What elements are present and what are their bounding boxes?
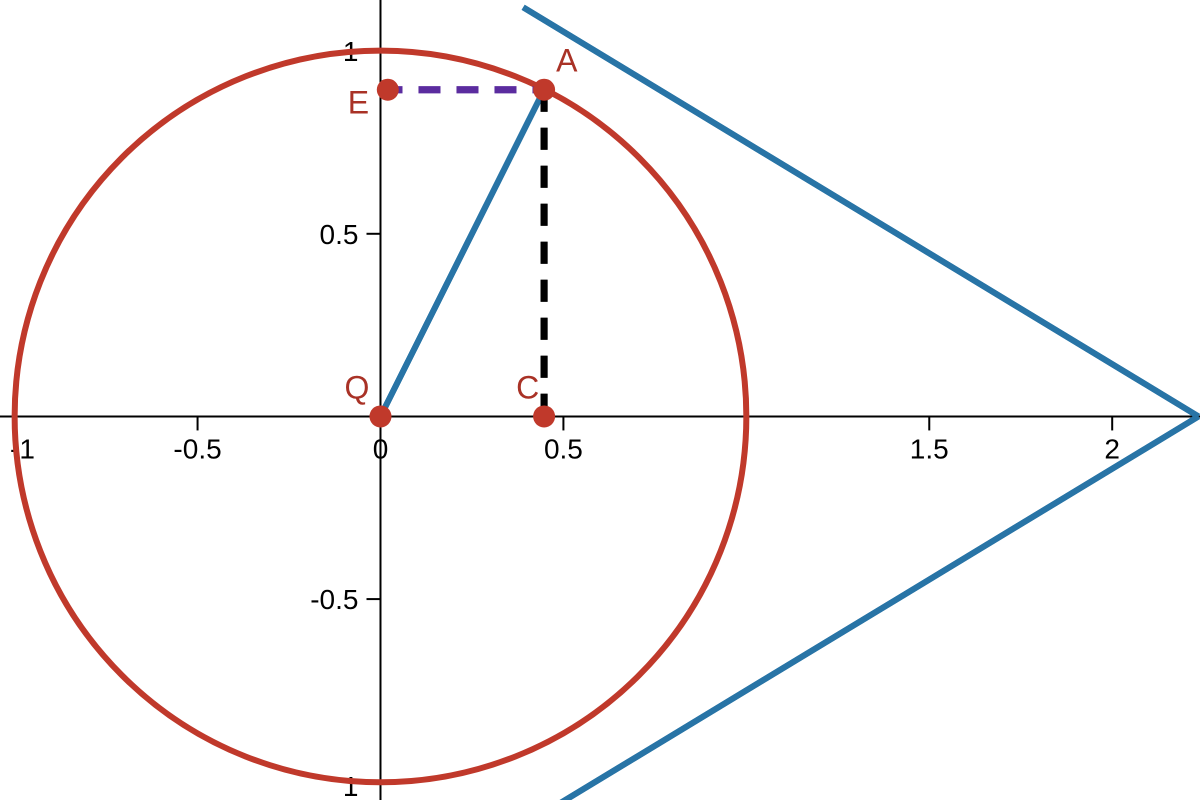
point-label-E: E: [348, 85, 369, 121]
point-label-Q: Q: [344, 369, 369, 405]
point-A: [533, 79, 555, 101]
tangent-bottom: [523, 416, 1198, 800]
point-label-A: A: [556, 43, 578, 79]
y-tick-label: 1: [343, 771, 359, 800]
geometry-plot: -0.500.51.52-11-0.50.51QCEA: [0, 0, 1200, 800]
point-C: [533, 405, 555, 427]
y-tick-label: -0.5: [310, 584, 358, 615]
x-tick-label: 1.5: [910, 433, 949, 464]
x-tick-label: -0.5: [173, 433, 221, 464]
point-Q: [369, 405, 391, 427]
tangent-top-over: [523, 7, 1198, 416]
y-tick-label: 0.5: [320, 219, 359, 250]
x-tick-label: 2: [1104, 433, 1120, 464]
point-label-C: C: [516, 369, 539, 405]
point-E: [377, 79, 399, 101]
tangent-bottom-over: [523, 416, 1198, 800]
x-tick-label: 0: [373, 433, 389, 464]
radius-OA-over: [380, 90, 544, 417]
x-tick-label: 0.5: [544, 433, 583, 464]
